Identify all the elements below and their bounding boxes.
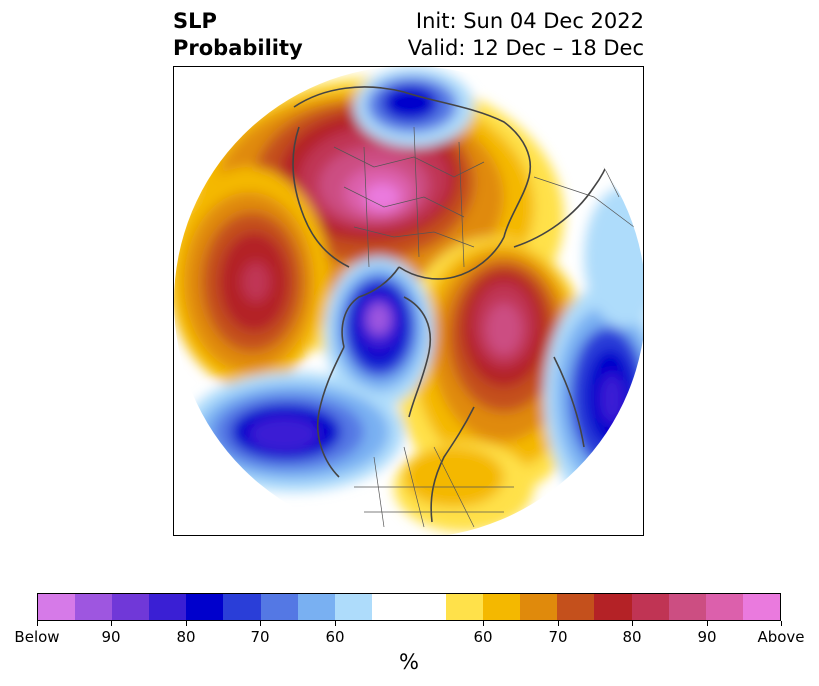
colorbar-tick-label: 80 — [176, 628, 196, 646]
colorbar-below-segment-3 — [149, 594, 187, 620]
colorbar-above-segment-4 — [594, 594, 632, 620]
title-line-variable: SLP — [173, 9, 217, 33]
colorbar-below-segment-2 — [112, 594, 150, 620]
colorbar-above-segment-6 — [668, 594, 706, 620]
colorbar-tick-label: Below — [14, 628, 60, 646]
colorbar-tickmark — [558, 621, 559, 626]
title-line-type: Probability — [173, 36, 303, 60]
forecast-info: Init: Sun 04 Dec 2022 Valid: 12 Dec – 18… — [408, 8, 644, 62]
colorbar-tickmark — [260, 621, 261, 626]
colorbar-tick-label: 70 — [250, 628, 270, 646]
colorbar-above-segment-0 — [446, 594, 484, 620]
colorbar-above-segment-1 — [483, 594, 521, 620]
polar-projection-map — [174, 67, 643, 535]
colorbar-tickmark — [186, 621, 187, 626]
colorbar-below-segment-8 — [334, 594, 372, 620]
borders — [333, 96, 635, 528]
colorbar-above-segment-8 — [742, 594, 780, 620]
colorbar-tick-label: Above — [757, 628, 805, 646]
colorbar-tickmark — [37, 621, 38, 626]
colorbar-below-segment-1 — [75, 594, 113, 620]
colorbar-above-segment-7 — [705, 594, 743, 620]
probability-map — [173, 66, 644, 536]
colorbar-tick-label: 70 — [548, 628, 568, 646]
colorbar-below-segment-7 — [297, 594, 335, 620]
probability-colorbar — [37, 593, 781, 621]
colorbar-tickmark — [707, 621, 708, 626]
colorbar-tickmark — [781, 621, 782, 626]
colorbar-tick-label: 80 — [622, 628, 642, 646]
colorbar-above-segment-2 — [520, 594, 558, 620]
colorbar-tick-label: 90 — [697, 628, 717, 646]
map-title: SLP Probability — [173, 8, 303, 62]
colorbar-above-segment-3 — [557, 594, 595, 620]
colorbar-below-segment-5 — [223, 594, 261, 620]
colorbar-below-segment-6 — [260, 594, 298, 620]
valid-range: Valid: 12 Dec – 18 Dec — [407, 36, 644, 60]
colorbar-above-segment-5 — [631, 594, 669, 620]
colorbar-tickmark — [632, 621, 633, 626]
colorbar-tick-label: 90 — [101, 628, 121, 646]
colorbar-tick-label: 60 — [473, 628, 493, 646]
init-date: Init: Sun 04 Dec 2022 — [415, 9, 644, 33]
colorbar-unit-label: % — [399, 650, 419, 674]
coastlines — [292, 86, 620, 523]
colorbar-neutral-segment — [371, 594, 447, 620]
colorbar-tickmark — [483, 621, 484, 626]
colorbar-tickmark — [335, 621, 336, 626]
colorbar-below-segment-0 — [38, 594, 76, 620]
colorbar-tick-label: 60 — [325, 628, 345, 646]
colorbar-tickmark — [111, 621, 112, 626]
colorbar-below-segment-4 — [186, 594, 224, 620]
